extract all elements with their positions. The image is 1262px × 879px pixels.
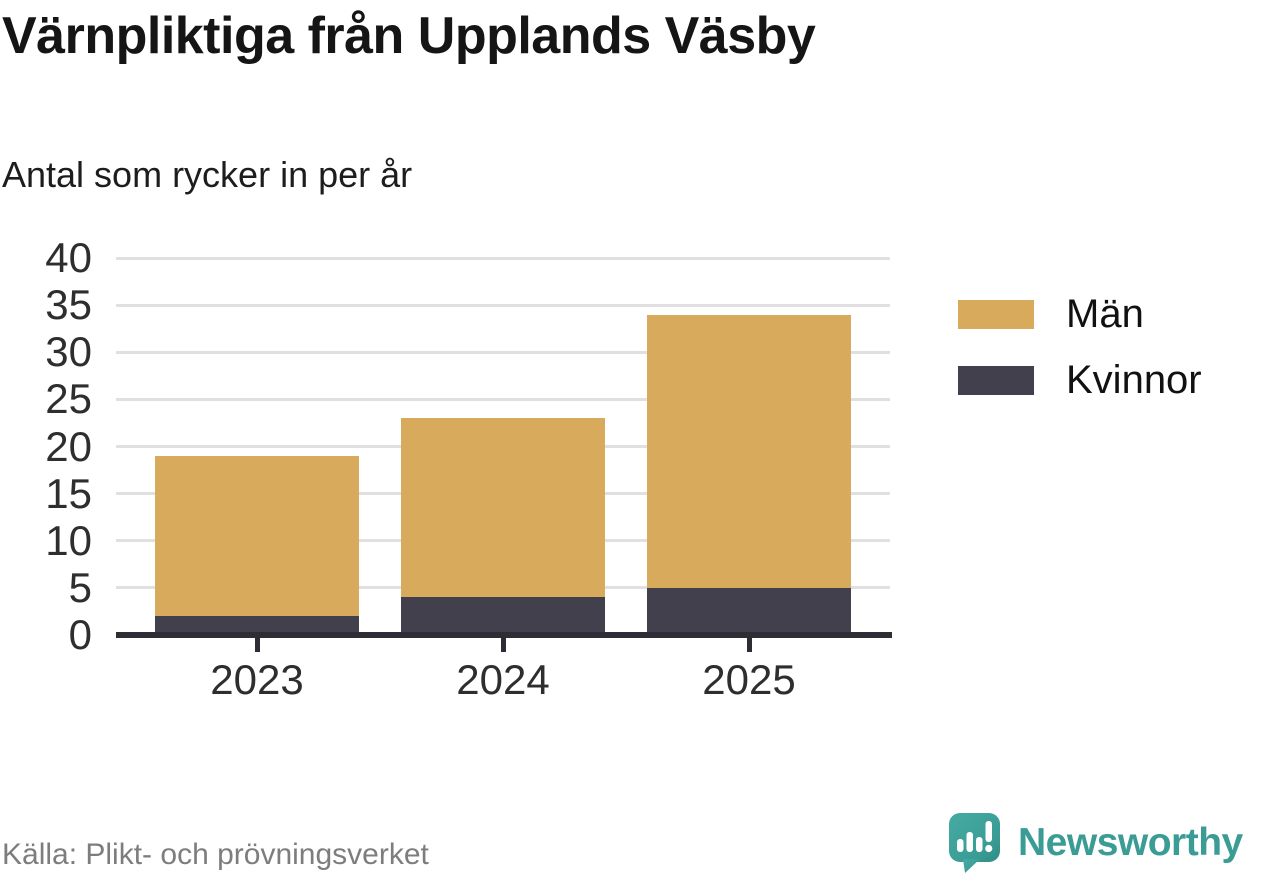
y-tick-label: 30 xyxy=(45,328,92,376)
legend-swatch-kvinnor xyxy=(958,365,1034,395)
gridline-35 xyxy=(116,303,890,307)
x-tick-label-2025: 2025 xyxy=(702,656,796,703)
y-tick-label: 35 xyxy=(45,281,92,329)
y-tick-label: 20 xyxy=(45,422,92,470)
x-tick-2024 xyxy=(500,638,506,652)
y-tick-label: 5 xyxy=(68,563,92,611)
newsworthy-wordmark: Newsworthy xyxy=(1018,821,1243,864)
y-tick-label: 15 xyxy=(45,469,92,517)
bar-segment-kvinnor-2025 xyxy=(647,587,851,635)
bar-segment-kvinnor-2024 xyxy=(401,597,605,635)
legend-item-kvinnor: Kvinnor xyxy=(958,360,1202,400)
x-tick-label-2023: 2023 xyxy=(210,656,304,703)
plot-area xyxy=(116,256,890,635)
y-tick-label: 0 xyxy=(68,611,92,658)
bar-segment-män-2025 xyxy=(647,314,851,588)
x-axis-line xyxy=(116,632,892,638)
bar-segment-män-2024 xyxy=(401,418,605,598)
x-tick-2025 xyxy=(746,638,752,652)
legend-item-män: Män xyxy=(958,294,1202,334)
legend-label-kvinnor: Kvinnor xyxy=(1066,358,1202,402)
x-tick-2023 xyxy=(254,638,260,652)
bar-segment-män-2023 xyxy=(155,455,359,617)
y-tick-label: 10 xyxy=(45,516,92,564)
bar-segment-kvinnor-2023 xyxy=(155,616,359,635)
source-note: Källa: Plikt- och prövningsverket xyxy=(2,838,429,871)
newsworthy-icon xyxy=(949,813,1000,873)
legend: Män Kvinnor xyxy=(958,294,1202,426)
legend-swatch-män xyxy=(958,299,1034,329)
gridline-25 xyxy=(116,397,890,401)
gridline-30 xyxy=(116,350,890,354)
legend-label-män: Män xyxy=(1066,292,1144,336)
y-tick-label: 40 xyxy=(45,234,92,281)
chart-title: Värnpliktiga från Upplands Väsby xyxy=(2,7,816,65)
newsworthy-logo: Newsworthy xyxy=(948,812,1243,874)
y-tick-label: 25 xyxy=(45,375,92,423)
chart-subtitle: Antal som rycker in per år xyxy=(2,154,413,195)
gridline-40 xyxy=(116,256,890,260)
x-tick-label-2024: 2024 xyxy=(456,656,550,703)
